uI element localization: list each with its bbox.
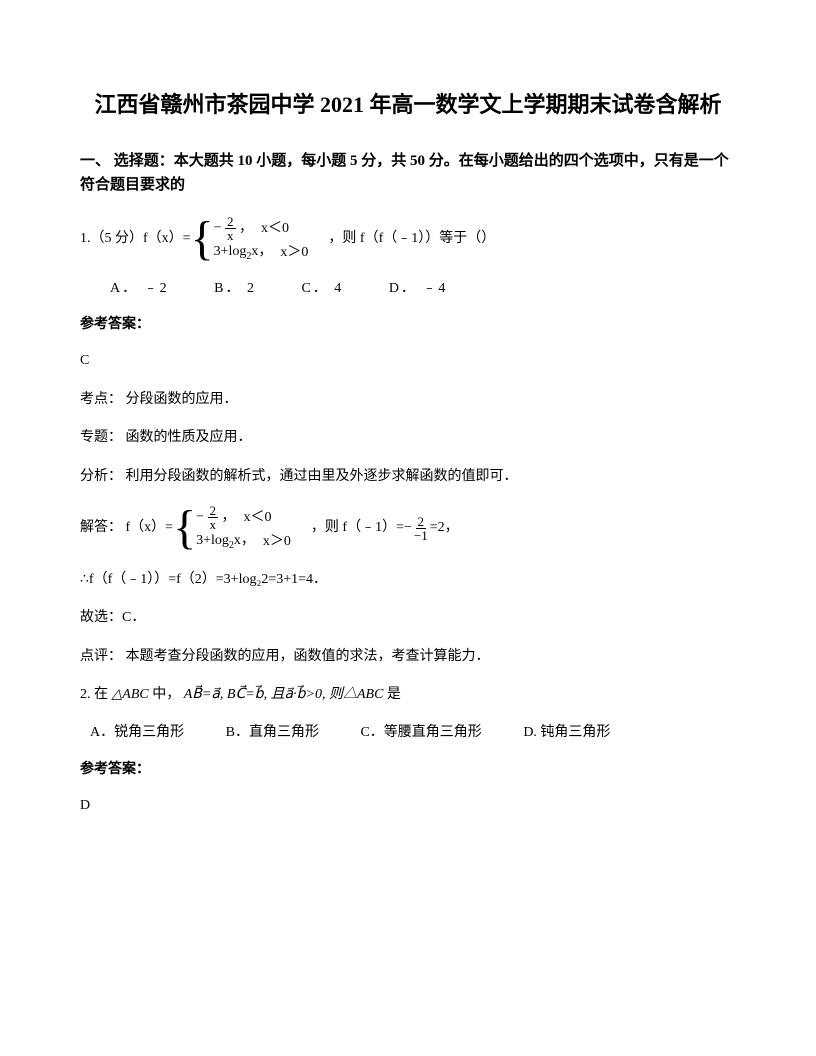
q1-jieda-suffix: =2， [430, 517, 459, 539]
brace-icon: { [191, 220, 214, 258]
q1-jieda-mid: ，则 f（﹣1）= [311, 517, 404, 539]
q2-stem: 2. 在 △ABC 中， AB⃗=a⃗, BC⃗=b⃗, 且a⃗·b⃗>0, 则… [80, 684, 736, 706]
q1-row1-frac: 2 x [225, 215, 236, 242]
q2-option-d: D. 钝角三角形 [523, 725, 610, 740]
q2-options: A．锐角三角形 B．直角三角形 C．等腰直角三角形 D. 钝角三角形 [90, 722, 736, 744]
q1-option-a: A． ﹣2 [110, 281, 169, 296]
q1-row2-cond: x＞0 [280, 243, 328, 263]
q1-prefix: 1.（5 分）f（x）= [80, 228, 191, 250]
q2-option-c: C．等腰直角三角形 [360, 725, 481, 740]
q1-jieda-row2-x: x， [234, 533, 255, 548]
q1-jieda-row1-comma: ， [222, 510, 236, 525]
q2-option-a: A．锐角三角形 [90, 725, 184, 740]
q1-piecewise: { − 2 x ， x＜0 3+log2x， [191, 215, 329, 264]
q1-jieda-row1-frac: 2 x [208, 504, 219, 531]
q1-row2-expr: 3+log [214, 244, 247, 259]
q2-formula: AB⃗=a⃗, BC⃗=b⃗, 且a⃗·b⃗>0, 则△ABC [184, 687, 384, 702]
brace-icon: { [173, 509, 196, 547]
section-header: 一、 选择题：本大题共 10 小题，每小题 5 分，共 50 分。在每小题给出的… [80, 149, 736, 197]
q1-option-c: C． 4 [301, 281, 343, 296]
q1-row1-neg: − [214, 221, 222, 236]
question-2: 2. 在 △ABC 中， AB⃗=a⃗, BC⃗=b⃗, 且a⃗·b⃗>0, 则… [80, 684, 736, 818]
q1-fenxi: 分析： 利用分段函数的解析式，通过由里及外逐步求解函数的值即可． [80, 466, 736, 488]
q1-jieda-row1-cond: x＜0 [244, 508, 292, 528]
q1-dianping: 点评： 本题考查分段函数的应用，函数值的求法，考查计算能力． [80, 646, 736, 668]
q1-jieda: 解答： f（x）= { − 2 x ， x＜0 [80, 504, 736, 553]
q1-jieda-frac: 2 −1 [412, 515, 430, 542]
q1-jieda-prefix: 解答： f（x）= [80, 517, 173, 539]
q1-row2-x: x， [251, 244, 272, 259]
q2-suffix: 是 [387, 687, 401, 702]
q2-prefix: 2. 在 [80, 687, 108, 702]
question-1: 1.（5 分）f（x）= { − 2 x ， x＜0 [80, 215, 736, 668]
q2-answer: D [80, 795, 736, 817]
q1-kaodian: 考点： 分段函数的应用． [80, 389, 736, 411]
q2-mid: 中， [152, 687, 180, 702]
q1-jieda-row2-expr: 3+log [196, 533, 229, 548]
q1-answer-header: 参考答案： [80, 314, 736, 336]
q1-stem: 1.（5 分）f（x）= { − 2 x ， x＜0 [80, 215, 736, 264]
q1-answer: C [80, 350, 736, 372]
q1-guxuan: 故选：C． [80, 607, 736, 629]
q1-suffix: ，则 f（f（﹣1））等于（） [328, 228, 495, 250]
q1-row1-cond: x＜0 [261, 219, 309, 239]
q2-triangle: △ABC [112, 687, 149, 702]
q1-row1-comma: ， [239, 221, 253, 236]
q1-option-b: B． 2 [214, 281, 256, 296]
q1-jieda-line2: ∴f（f（﹣1））=f（2）=3+log₂2=3+1=4． [80, 569, 736, 591]
q1-options: A． ﹣2 B． 2 C． 4 D． ﹣4 [110, 278, 736, 300]
page-title: 江西省赣州市茶园中学 2021 年高一数学文上学期期末试卷含解析 [80, 90, 736, 121]
q1-zhuanti: 专题： 函数的性质及应用． [80, 427, 736, 449]
q2-option-b: B．直角三角形 [226, 725, 319, 740]
q1-jieda-piecewise: { − 2 x ， x＜0 3+log2x， [173, 504, 311, 553]
q2-answer-header: 参考答案： [80, 759, 736, 781]
q1-jieda-row2-cond: x＞0 [263, 532, 311, 552]
q1-option-d: D． ﹣4 [389, 281, 448, 296]
q1-jieda-row1-neg: − [196, 510, 204, 525]
